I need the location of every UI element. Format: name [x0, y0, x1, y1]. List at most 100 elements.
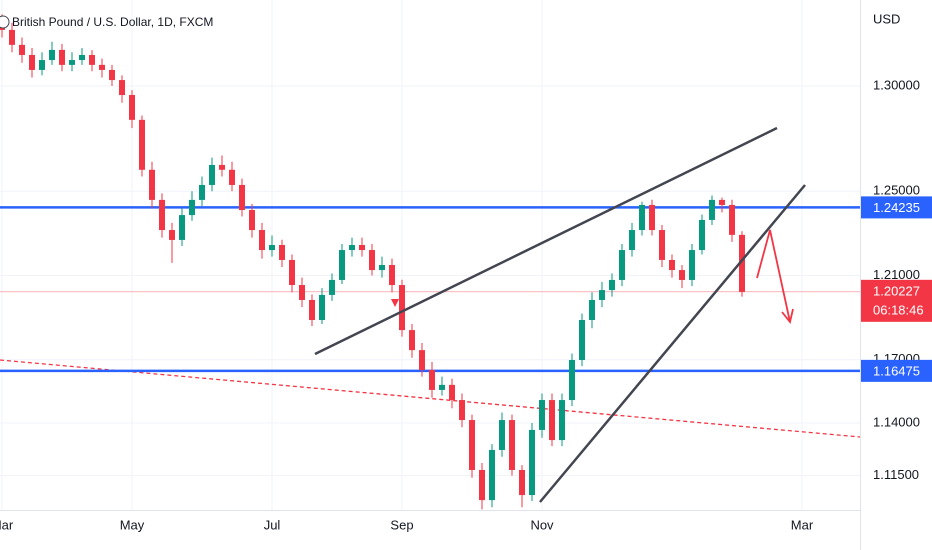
- candle-body: [9, 29, 15, 45]
- candle-body: [529, 429, 535, 496]
- candle-body: [49, 49, 55, 61]
- candle-body: [619, 250, 625, 280]
- candle-body: [139, 119, 145, 170]
- candles: [0, 14, 745, 510]
- level-label-bg: [861, 196, 932, 219]
- candle-body: [429, 369, 435, 390]
- candle-body: [559, 400, 565, 441]
- candle-body: [299, 285, 305, 300]
- candle-body: [309, 299, 315, 320]
- candle-body: [499, 420, 505, 450]
- candle-body: [149, 169, 155, 200]
- price-axis-bg: [860, 0, 932, 550]
- candle-body: [629, 230, 635, 251]
- x-tick-label: Mar: [791, 517, 814, 532]
- candle-body: [129, 95, 135, 120]
- y-tick-label: 1.30000: [873, 77, 920, 92]
- level-label: 1.16475: [873, 363, 920, 378]
- candle-body: [459, 400, 465, 421]
- candle-body: [79, 54, 85, 61]
- candle-body: [59, 49, 65, 65]
- y-tick-label: 1.21000: [873, 267, 920, 282]
- last-price-label: 1.20227: [873, 283, 920, 298]
- candle-body: [539, 400, 545, 430]
- candle-body: [279, 244, 285, 260]
- candle-body: [729, 204, 735, 235]
- candle-body: [399, 285, 405, 331]
- candle-body: [679, 270, 685, 280]
- candle-body: [239, 184, 245, 211]
- candle-body: [259, 230, 265, 251]
- candle-body: [589, 299, 595, 320]
- candle-body: [39, 60, 45, 70]
- axes: 1.300001.250001.210001.170001.140001.115…: [0, 77, 932, 532]
- candle-body: [689, 250, 695, 280]
- candle-body: [699, 219, 705, 251]
- candle-body: [649, 204, 655, 231]
- chart-title: British Pound / U.S. Dollar, 1D, FXCM: [12, 15, 213, 29]
- signal-marker: [391, 299, 399, 307]
- candle-body: [329, 279, 335, 295]
- lower-trendline: [539, 184, 806, 503]
- candle-body: [359, 244, 365, 251]
- candle-body: [319, 294, 325, 320]
- candle-body: [389, 265, 395, 286]
- candle-body: [89, 54, 95, 65]
- candle-body: [569, 360, 575, 401]
- candle-body: [169, 230, 175, 240]
- candle-body: [739, 234, 745, 292]
- candle-body: [339, 250, 345, 280]
- x-tick-label: Jul: [264, 517, 281, 532]
- candle-body: [409, 330, 415, 351]
- candle-body: [709, 199, 715, 220]
- projection-arrow: [756, 229, 791, 323]
- symbol-icon: [0, 15, 10, 29]
- candle-body: [379, 265, 385, 271]
- y-tick-label: 1.14000: [873, 414, 920, 429]
- x-tick-label: May: [120, 517, 145, 532]
- countdown-label: 06:18:46: [873, 302, 924, 317]
- candle-body: [29, 54, 35, 70]
- x-tick-label: Mar: [0, 517, 14, 532]
- grid: [0, 0, 860, 510]
- candle-body: [289, 259, 295, 286]
- upper-trendline: [314, 126, 778, 356]
- candle-body: [519, 469, 525, 496]
- x-tick-label: Nov: [530, 517, 554, 532]
- candle-body: [179, 215, 185, 240]
- y-tick-label: 1.11500: [873, 467, 919, 482]
- time-axis-bg: [0, 510, 860, 550]
- candle-body: [209, 164, 215, 185]
- candle-body: [19, 44, 25, 55]
- arrow-head: [781, 308, 794, 325]
- candle-body: [229, 169, 235, 185]
- candle-body: [69, 60, 75, 65]
- candle-body: [549, 400, 555, 441]
- candle-body: [719, 199, 725, 205]
- level-label-bg: [861, 359, 932, 382]
- dashed-trendline: [0, 359, 861, 438]
- candle-body: [479, 469, 485, 501]
- candle-body: [419, 350, 425, 370]
- candle-body: [449, 384, 455, 401]
- y-tick-label: 1.25000: [873, 183, 920, 198]
- candle-body: [439, 384, 445, 390]
- x-tick-label: Sep: [390, 517, 413, 532]
- candle-body: [159, 199, 165, 231]
- candle-body: [249, 210, 255, 231]
- candle-body: [609, 279, 615, 291]
- candle-body: [189, 199, 195, 216]
- candle-body: [369, 250, 375, 271]
- candle-body: [489, 449, 495, 501]
- candle-body: [659, 230, 665, 260]
- candle-body: [509, 420, 515, 470]
- candle-body: [579, 319, 585, 361]
- candle-body: [349, 244, 355, 251]
- candle-body: [109, 69, 115, 81]
- candle-body: [99, 64, 105, 70]
- candle-body: [219, 164, 225, 170]
- candle-body: [599, 290, 605, 300]
- candle-body: [199, 184, 205, 200]
